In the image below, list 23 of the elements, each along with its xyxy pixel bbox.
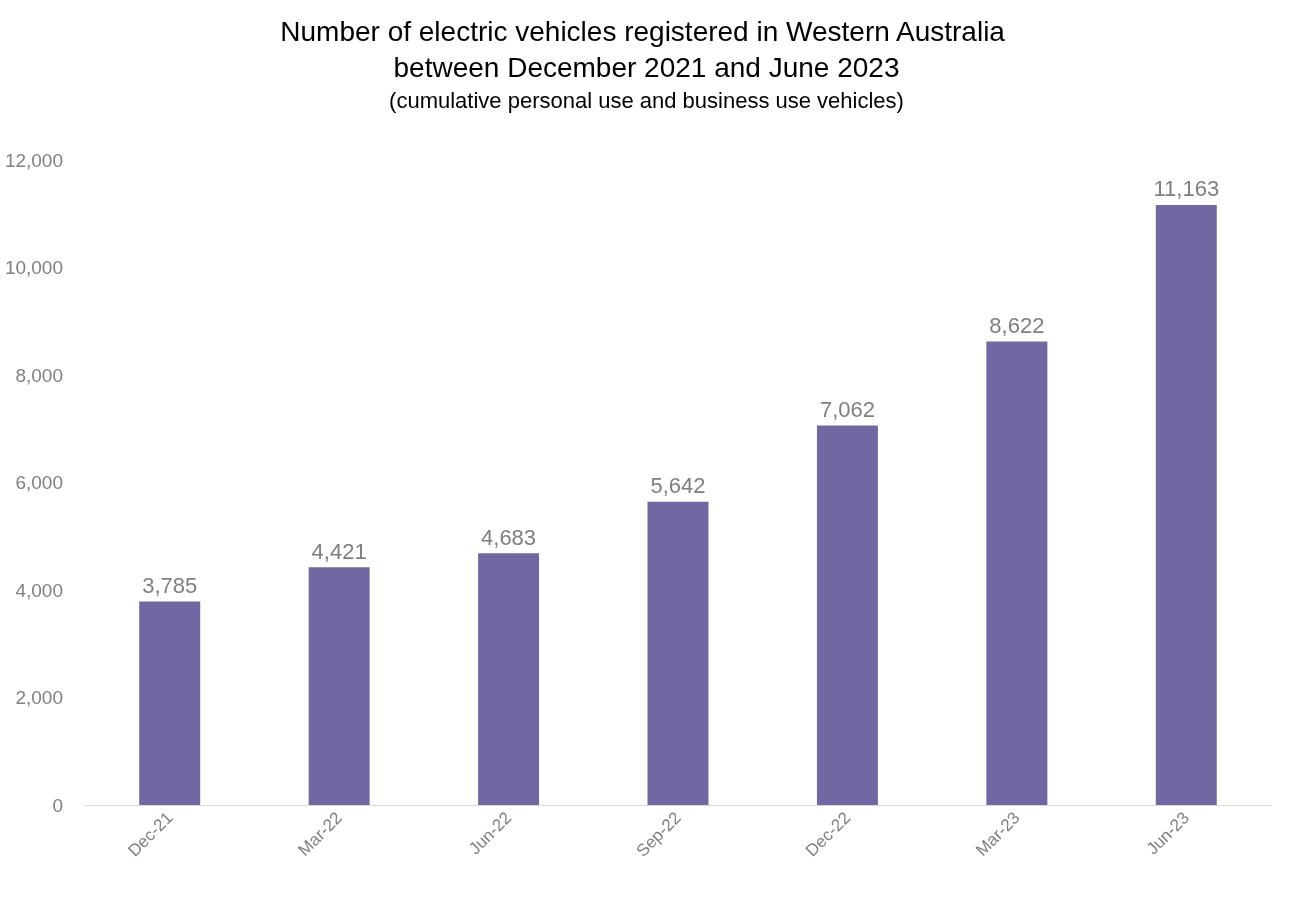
y-tick-label: 10,000 [4, 257, 63, 278]
bar [986, 341, 1048, 805]
y-tick-label: 0 [52, 794, 63, 816]
data-label: 7,062 [819, 396, 875, 422]
bar [478, 553, 540, 805]
data-label: 8,622 [989, 313, 1045, 339]
y-tick-label: 2,000 [15, 687, 63, 708]
y-tick-label: 4,000 [15, 579, 63, 601]
bar [816, 425, 878, 805]
data-label: 3,785 [142, 573, 198, 599]
chart-title: Number of electric vehicles registered in Western Australia between December 2021 and June 2023 [280, 15, 1013, 83]
data-label: 4,421 [311, 538, 367, 564]
bar [139, 601, 201, 805]
y-tick-label: 12,000 [4, 149, 63, 171]
data-label: 4,683 [481, 524, 537, 550]
y-tick-label: 6,000 [15, 472, 63, 493]
bar [1155, 204, 1217, 805]
y-tick-label: 8,000 [15, 364, 63, 386]
bar [647, 501, 709, 805]
data-label: 11,163 [1153, 176, 1220, 202]
bar [308, 567, 370, 805]
data-label: 5,642 [650, 473, 706, 499]
chart-subtitle: (cumulative personal use and business use vehicles) [389, 87, 904, 113]
